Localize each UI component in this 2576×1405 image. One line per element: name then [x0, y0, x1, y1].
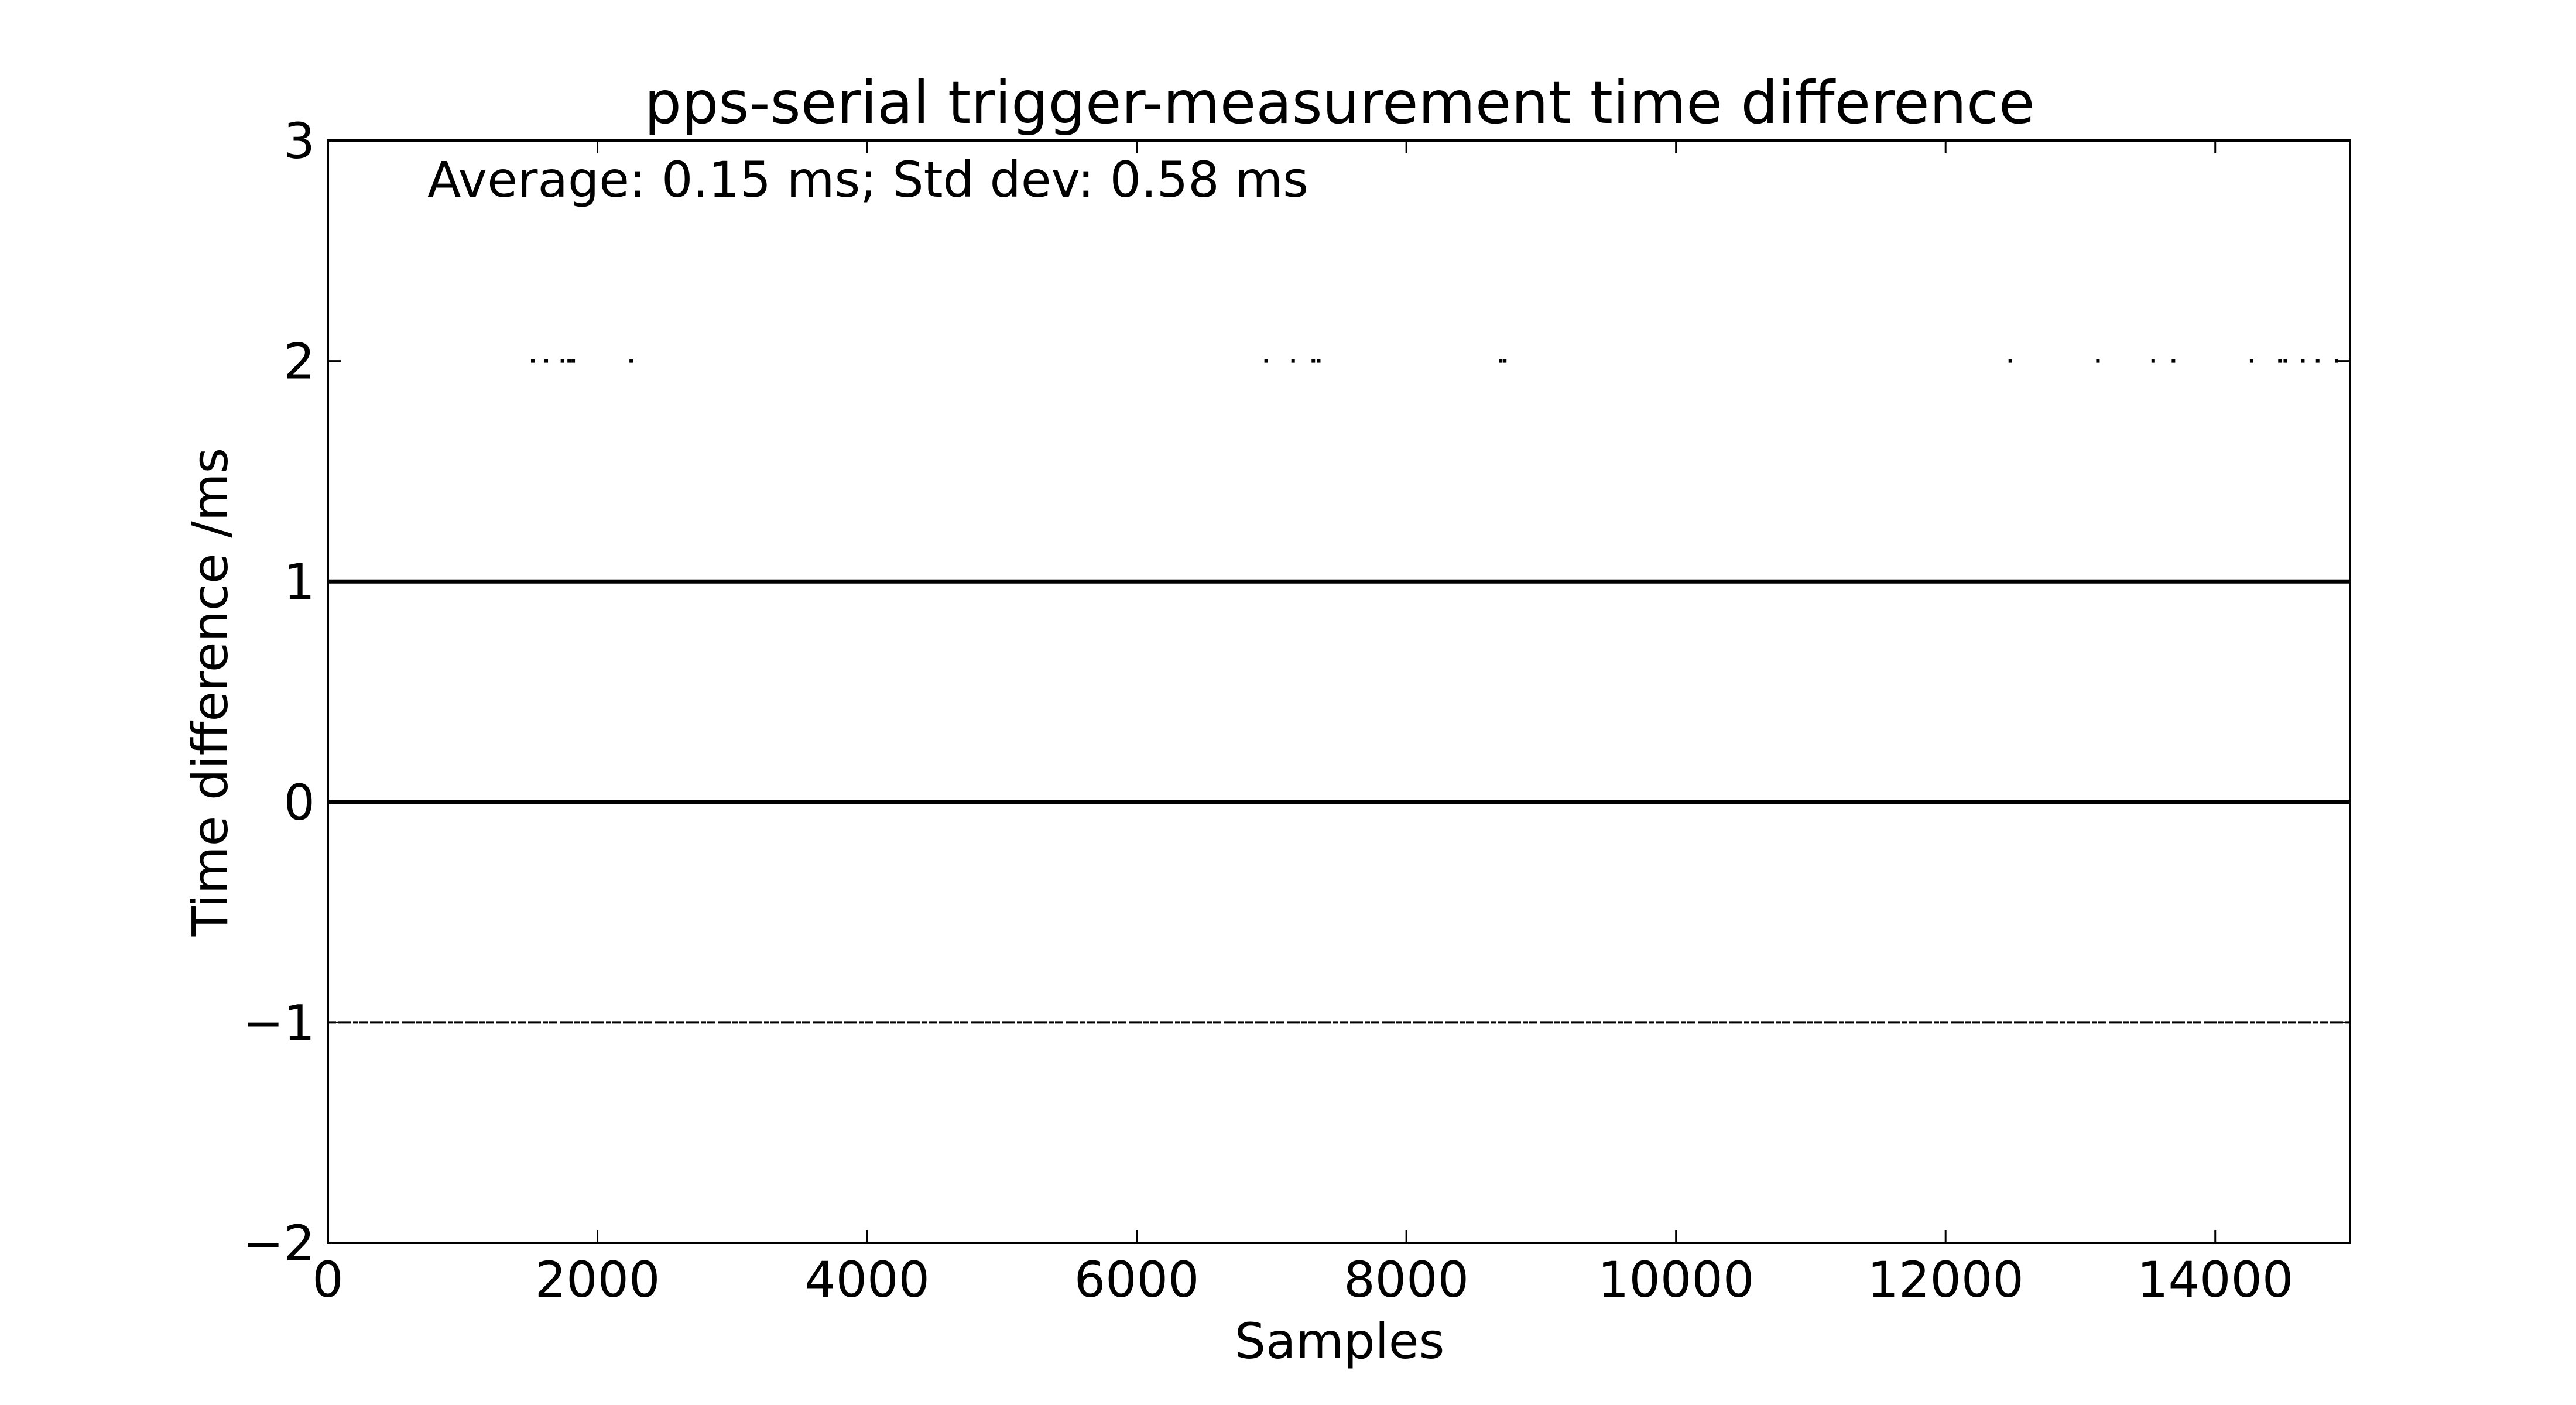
y-axis-label: Time difference /ms [181, 448, 239, 937]
data-point [629, 359, 633, 363]
plot-area: 0 2000 4000 6000 8000 10000 12000 14000 −2 −1 0 1 2… [242, 112, 2351, 1308]
data-point [2008, 359, 2012, 363]
y-tick-label: 2 [284, 333, 315, 390]
data-point [2171, 359, 2176, 363]
y-tick-label: 0 [284, 774, 315, 831]
x-axis-label: Samples [1235, 1313, 1445, 1370]
x-tick-label: 10000 [1598, 1251, 1754, 1308]
stats-annotation: Average: 0.15 ms; Std dev: 0.58 ms [427, 151, 1308, 208]
y-tick-label: −1 [242, 994, 315, 1051]
data-point [1503, 359, 1507, 363]
data-point [531, 359, 535, 363]
data-marks [328, 359, 2350, 1024]
data-point [2283, 359, 2287, 363]
data-point [1264, 359, 1268, 363]
data-point [1317, 359, 1321, 363]
data-point [560, 359, 564, 363]
x-tick-label: 14000 [2137, 1251, 2293, 1308]
data-point [2301, 359, 2305, 363]
y-ticks: −2 −1 0 1 2 3 [242, 112, 2350, 1272]
data-point [2278, 359, 2282, 363]
y-tick-label: 3 [284, 112, 315, 170]
data-point [544, 359, 549, 363]
data-point [571, 359, 576, 363]
chart-title: pps-serial trigger-measurement time diff… [644, 68, 2034, 137]
axes-frame [327, 139, 2351, 1244]
x-tick-label: 6000 [1074, 1251, 1200, 1308]
x-tick-label: 0 [312, 1251, 343, 1308]
x-tick-label: 4000 [804, 1251, 930, 1308]
data-point [567, 359, 571, 363]
x-ticks: 0 2000 4000 6000 8000 10000 12000 14000 [312, 140, 2293, 1308]
y-tick-label: −2 [242, 1215, 315, 1272]
data-point [2249, 359, 2253, 363]
data-point [1291, 359, 1295, 363]
x-tick-label: 12000 [1868, 1251, 2024, 1308]
data-point [2096, 359, 2100, 363]
y-tick-label: 1 [284, 553, 315, 611]
data-point [2315, 359, 2320, 363]
data-point [2151, 359, 2155, 363]
x-tick-label: 8000 [1344, 1251, 1469, 1308]
data-point [2334, 359, 2338, 363]
data-point [1499, 359, 1503, 363]
data-point [1311, 359, 1316, 363]
x-tick-label: 2000 [535, 1251, 660, 1308]
